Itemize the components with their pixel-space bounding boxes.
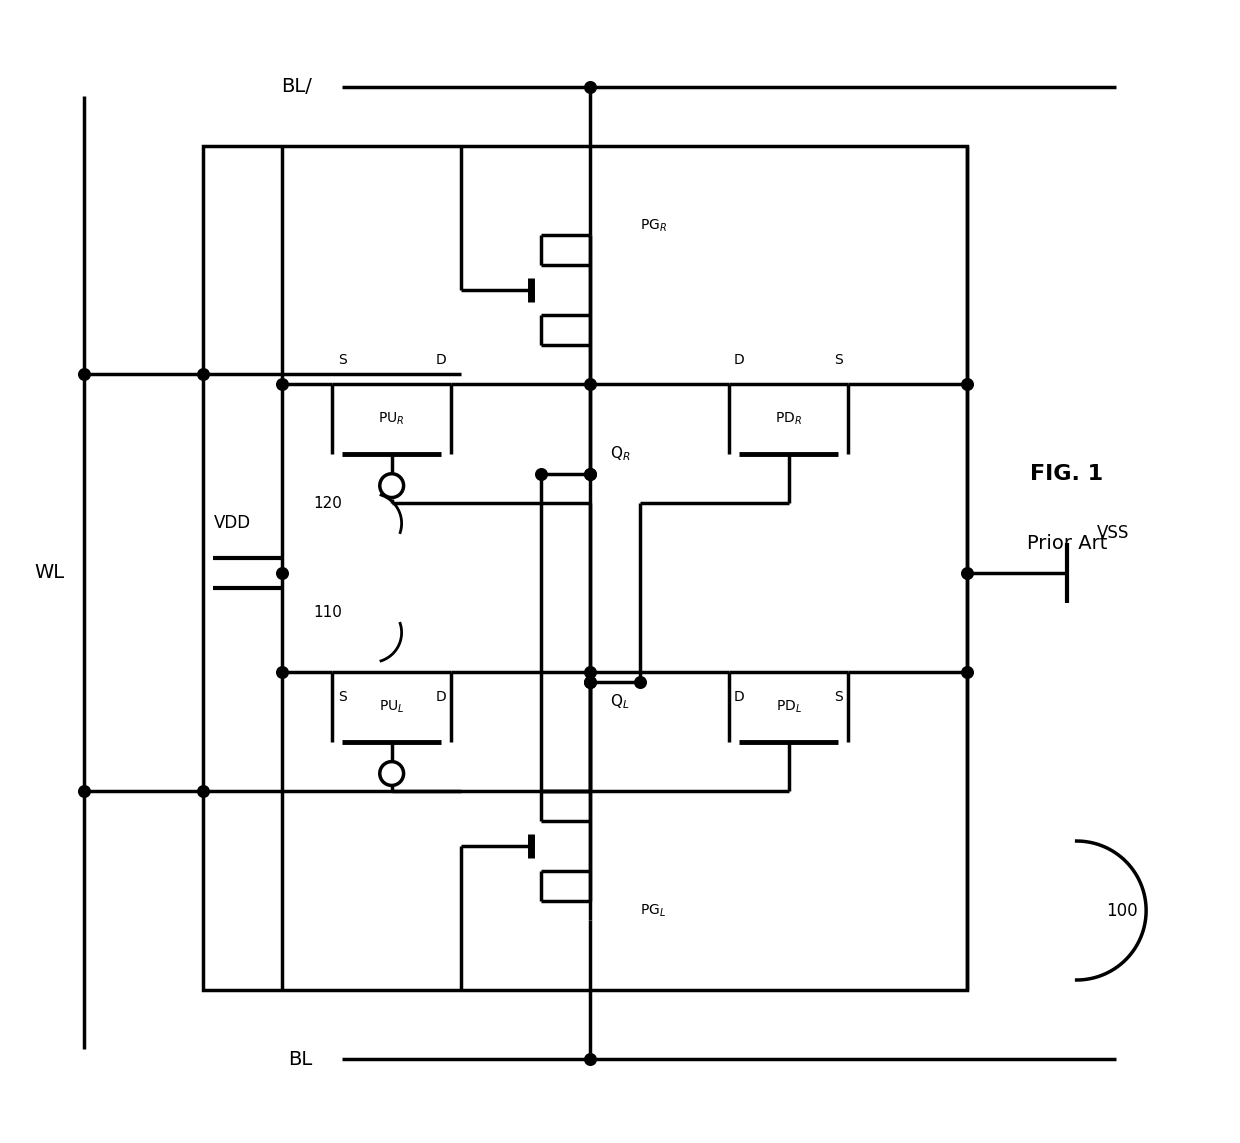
Point [74,366,94,384]
Text: BL/: BL/ [281,77,312,96]
Point [273,563,293,582]
Text: Q$_L$: Q$_L$ [610,693,630,711]
Text: PU$_L$: PU$_L$ [379,698,404,716]
Text: VDD: VDD [215,514,252,533]
Point [193,782,213,800]
Point [957,375,977,393]
Point [580,1050,600,1069]
Point [957,663,977,681]
Text: D: D [734,352,744,367]
Text: S: S [835,352,843,367]
Text: S: S [337,352,346,367]
Text: PD$_R$: PD$_R$ [775,411,802,427]
Text: D: D [734,690,744,704]
Point [957,563,977,582]
Text: D: D [436,352,446,367]
Text: PU$_R$: PU$_R$ [378,411,405,427]
Point [74,782,94,800]
Point [580,375,600,393]
Point [273,375,293,393]
Point [580,464,600,482]
Point [630,673,650,692]
Text: S: S [337,690,346,704]
Text: 120: 120 [314,496,342,511]
Bar [203,146,967,990]
Point [531,464,551,482]
Text: BL: BL [288,1050,312,1069]
Text: PG$_L$: PG$_L$ [640,902,666,919]
Point [273,663,293,681]
Point [580,464,600,482]
Text: S: S [835,690,843,704]
Point [580,78,600,96]
Text: Prior Art: Prior Art [1027,534,1107,553]
Text: 110: 110 [314,605,342,621]
Text: PG$_R$: PG$_R$ [640,217,667,233]
Text: FIG. 1: FIG. 1 [1030,464,1104,483]
Point [580,673,600,692]
Text: Q$_R$: Q$_R$ [610,445,631,463]
Text: PD$_L$: PD$_L$ [776,698,802,716]
Text: 100: 100 [1106,902,1138,919]
Text: WL: WL [33,563,64,583]
Point [580,663,600,681]
Text: D: D [436,690,446,704]
Point [193,366,213,384]
Point [580,673,600,692]
Text: VSS: VSS [1096,525,1128,542]
